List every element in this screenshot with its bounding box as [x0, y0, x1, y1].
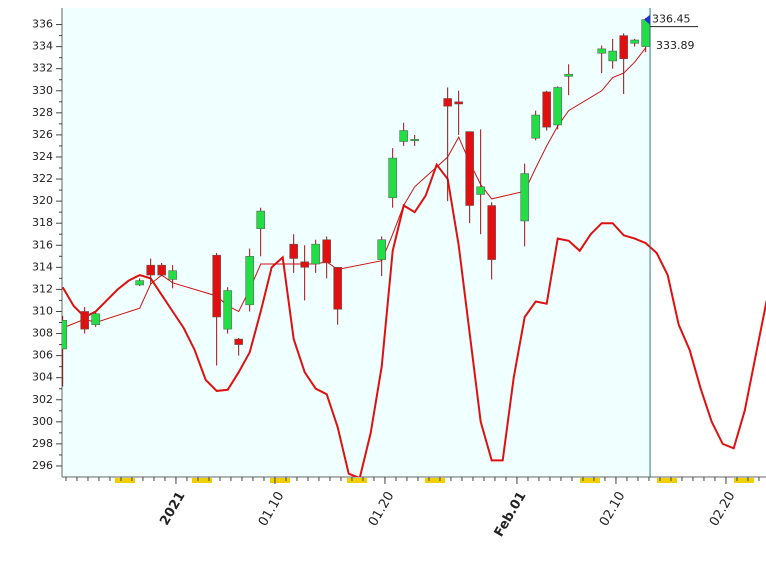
candle-body [322, 239, 331, 264]
weekend-marker [734, 478, 754, 483]
y-tick-label: 324 [32, 150, 53, 163]
candle-body [300, 261, 309, 268]
y-tick-label: 312 [32, 282, 53, 295]
y-tick-label: 316 [32, 238, 53, 251]
candle-body [377, 239, 386, 260]
y-tick-label: 334 [32, 40, 53, 53]
candle-body [333, 267, 342, 310]
candle-body [531, 114, 540, 139]
candle-body [476, 186, 485, 195]
y-tick-label: 322 [32, 172, 53, 185]
candle-body [256, 210, 265, 229]
x-tick-label: Feb.01 [492, 489, 530, 539]
candle-body [641, 19, 650, 47]
candle-body [289, 243, 298, 259]
candle-body [146, 264, 155, 276]
candle-body [62, 320, 67, 350]
y-tick-label: 304 [32, 371, 53, 384]
candle-body [399, 130, 408, 142]
weekend-marker [115, 478, 135, 483]
y-tick-label: 306 [32, 349, 53, 362]
candle-body [234, 338, 243, 345]
candle-body [520, 173, 529, 222]
candle-body [597, 48, 606, 54]
weekend-marker [425, 478, 445, 483]
y-tick-label: 300 [32, 415, 53, 428]
y-tick-label: 302 [32, 393, 53, 406]
candle-body [80, 311, 89, 330]
price-label: 336.45 [652, 13, 691, 26]
candle-body [212, 254, 221, 318]
candle-body [388, 157, 397, 199]
candle-body [245, 256, 254, 306]
x-tick-label: 01.10 [256, 489, 288, 529]
weekend-markers [115, 478, 754, 483]
candle-body [223, 290, 232, 330]
candle-body [465, 131, 474, 206]
candle-body [91, 313, 100, 325]
x-tick-label: 01.20 [366, 489, 398, 529]
y-tick-label: 308 [32, 327, 53, 340]
x-tick-label: 02.20 [707, 489, 739, 529]
weekend-marker [270, 478, 290, 483]
y-tick-label: 332 [32, 62, 53, 75]
plot-area [62, 17, 766, 477]
weekend-marker [192, 478, 212, 483]
weekend-marker [347, 478, 367, 483]
weekend-marker [657, 478, 677, 483]
candle-body [135, 280, 144, 286]
candle-body [168, 270, 177, 280]
price-label: 333.89 [656, 39, 695, 52]
x-tick-label: 02.10 [597, 489, 629, 529]
plot-background [62, 8, 651, 477]
price-marker [644, 14, 651, 25]
weekend-marker [580, 478, 600, 483]
candle-body [454, 101, 463, 105]
candle-body [311, 243, 320, 265]
candle-body [553, 87, 562, 126]
y-tick-label: 310 [32, 304, 53, 317]
y-tick-label: 298 [32, 437, 53, 450]
candle-body [410, 139, 419, 142]
y-tick-label: 320 [32, 194, 53, 207]
candle-body [619, 35, 628, 60]
y-tick-label: 326 [32, 128, 53, 141]
y-tick-label: 296 [32, 459, 53, 472]
candle-body [630, 39, 639, 44]
candle-body [608, 50, 617, 62]
y-tick-label: 336 [32, 18, 53, 31]
y-tick-label: 330 [32, 84, 53, 97]
candle-body [157, 264, 166, 276]
y-tick-label: 318 [32, 216, 53, 229]
candle-body [487, 205, 496, 260]
x-tick-label: 2021 [157, 489, 188, 528]
y-tick-label: 314 [32, 260, 53, 273]
candle-body [443, 98, 452, 107]
candle-body [564, 73, 573, 77]
y-tick-label: 328 [32, 106, 53, 119]
oscillator-line [62, 162, 766, 477]
candle-body [542, 91, 551, 128]
